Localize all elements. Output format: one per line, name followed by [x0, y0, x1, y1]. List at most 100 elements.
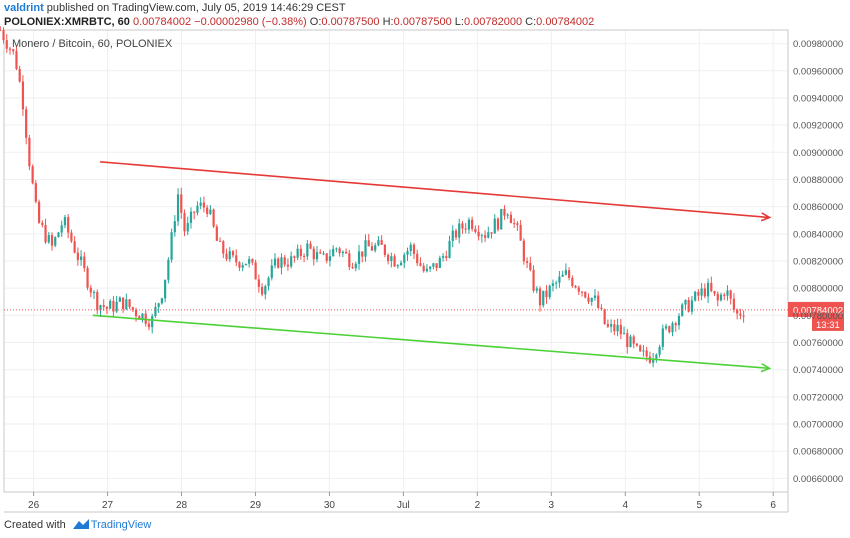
candle-body [286, 264, 290, 267]
candle-body [577, 287, 580, 292]
candle-body [260, 286, 264, 295]
candle-body [380, 240, 383, 245]
time-tick-label: 27 [102, 500, 114, 511]
candle-body [251, 259, 254, 263]
support-trend-line[interactable] [92, 314, 770, 370]
candle-body [238, 262, 241, 268]
candle-body [118, 297, 121, 302]
last-price: 0.00784002 [132, 16, 192, 28]
candle-body [206, 207, 209, 214]
price-tick-label: 0.00700000 [793, 420, 843, 431]
candle-body [739, 313, 742, 316]
candle-body [464, 228, 467, 230]
candle-body [202, 202, 206, 208]
candle-body [438, 257, 441, 268]
candle-body [83, 256, 86, 269]
candle-body [215, 226, 218, 241]
time-tick-label: 3 [549, 500, 555, 511]
candle-body [467, 219, 471, 230]
candle-body [503, 209, 506, 216]
candle-body [60, 225, 63, 233]
price-tick-label: 0.00740000 [793, 365, 843, 376]
candle-body [367, 240, 370, 247]
published-text: published on TradingView.com, July 05, 2… [46, 2, 346, 14]
candle-body [451, 230, 454, 241]
candle-body [703, 288, 706, 297]
candle-body [341, 251, 344, 254]
candle-body [31, 166, 34, 184]
price-tick-label: 0.00720000 [793, 392, 843, 403]
candle-body [293, 256, 296, 258]
candle-body [228, 251, 231, 260]
price-tick-label: 0.00960000 [793, 66, 843, 77]
candle-body [668, 326, 671, 333]
price-tick-label: 0.00920000 [793, 121, 843, 132]
resistance-arrow-icon [760, 212, 772, 222]
candle-body [626, 333, 629, 348]
candle-body [96, 291, 99, 311]
resistance-trend-line[interactable] [100, 161, 770, 219]
candle-body [412, 244, 416, 254]
candle-body [551, 283, 555, 286]
time-axis[interactable]: 26 27 28 29 30 Jul 2 3 4 5 6 [28, 492, 776, 511]
candle-body [296, 248, 299, 258]
candle-body [167, 259, 170, 280]
support-arrow-icon [760, 363, 772, 373]
candle-body [736, 309, 739, 314]
candle-body [319, 252, 322, 254]
candle-body [244, 263, 248, 266]
candle-body [513, 223, 516, 225]
candle-body [422, 265, 425, 272]
candle-body [697, 291, 700, 296]
candle-body [264, 286, 267, 295]
tradingview-logo-icon [72, 519, 89, 529]
candle-body [357, 251, 361, 264]
trend-lines[interactable] [92, 161, 772, 373]
price-tick-label: 0.00680000 [793, 447, 843, 458]
candle-body [529, 262, 532, 270]
countdown-box [812, 316, 844, 331]
candle-body [173, 221, 176, 233]
candle-body [79, 256, 83, 260]
candle-body [115, 301, 118, 312]
candle-body [225, 253, 228, 260]
candle-body [248, 259, 251, 264]
candle-body [710, 282, 713, 292]
candle-body [0, 30, 2, 31]
price-tick-label: 0.00820000 [793, 257, 843, 268]
candle-body [561, 274, 564, 277]
candle-body [196, 205, 199, 213]
candle-body [102, 305, 105, 307]
candle-body [199, 202, 202, 206]
candle-body [335, 248, 338, 250]
candle-body [535, 288, 538, 291]
candle-body [429, 266, 432, 269]
candle-body [128, 299, 131, 308]
price-axis[interactable]: 0.00980000 0.00960000 0.00940000 0.00920000… [793, 39, 843, 485]
candle-body [610, 324, 613, 327]
candle-body [89, 287, 92, 293]
candle-body [267, 277, 270, 287]
candle-body [616, 324, 619, 332]
candle-body [590, 297, 593, 302]
candle-body [254, 262, 257, 280]
candle-body [12, 49, 15, 52]
candle-body [41, 222, 44, 226]
candle-body [283, 257, 286, 265]
price-tick-label: 0.00800000 [793, 284, 843, 295]
candle-body [325, 253, 328, 261]
candle-body [487, 232, 490, 238]
candle-body [383, 244, 386, 255]
author-name[interactable]: valdrint [4, 2, 44, 14]
candle-body [474, 228, 477, 232]
candle-body [642, 350, 645, 352]
candle-body [299, 248, 302, 256]
candle-body [525, 261, 529, 263]
price-tick-label: 0.00760000 [793, 338, 843, 349]
candle-body [458, 223, 461, 238]
tradingview-brand[interactable]: TradingView [90, 519, 152, 531]
candle-body [532, 269, 535, 291]
candle-body [2, 30, 5, 41]
candle-body [568, 270, 571, 278]
